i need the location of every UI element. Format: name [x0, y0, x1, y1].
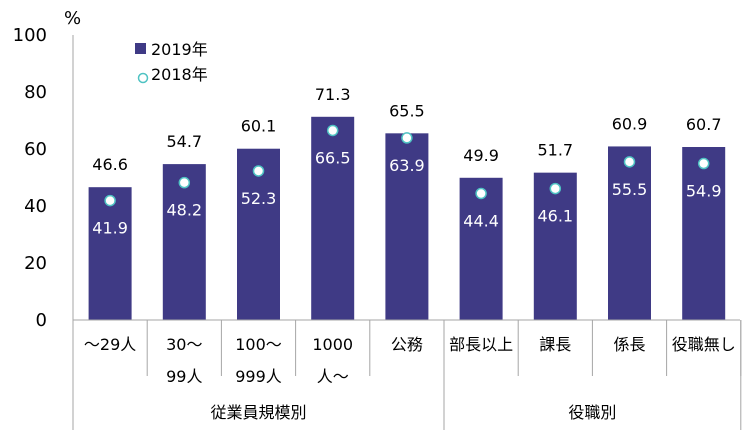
bar-2019 — [533, 172, 577, 320]
marker-2018 — [252, 165, 265, 177]
legend: 2019年 2018年 — [135, 40, 208, 84]
value-label-2019: 60.9 — [612, 114, 648, 133]
value-label-2019: 60.7 — [686, 115, 722, 134]
category-label: 人～ — [317, 367, 349, 386]
y-tick-label: 80 — [24, 82, 47, 103]
category-label: 部長以上 — [449, 335, 513, 354]
value-label-2018: 63.9 — [389, 156, 425, 175]
bar-2019 — [608, 146, 651, 320]
legend-label-2018: 2018年 — [151, 65, 208, 84]
marker-2018 — [401, 132, 413, 144]
y-tick-label: 0 — [36, 310, 47, 331]
axes — [72, 35, 742, 430]
value-labels: 46.6 54.7 60.1 71.3 65.5 49.9 51.7 60.9 60.7 41.9… — [92, 85, 721, 238]
marker-2018 — [475, 187, 487, 200]
category-label: 1000 — [312, 335, 353, 354]
y-tick-label: 100 — [13, 25, 47, 46]
value-label-2019: 51.7 — [537, 141, 573, 160]
value-label-2018: 52.3 — [241, 189, 277, 208]
bars — [88, 116, 726, 320]
value-label-2018: 54.9 — [686, 182, 722, 201]
value-label-2018: 48.2 — [166, 201, 202, 220]
legend-swatch-2019 — [135, 43, 146, 54]
category-label: ～29人 — [84, 335, 136, 354]
category-label: 係長 — [613, 335, 645, 354]
bar-2019 — [311, 116, 355, 320]
bar-2019 — [88, 187, 132, 320]
category-label: 課長 — [539, 335, 571, 354]
category-label: 100～ — [235, 335, 282, 354]
legend-label-2019: 2019年 — [151, 40, 208, 59]
category-label: 30～ — [166, 335, 202, 354]
category-label: 公務 — [391, 335, 423, 354]
y-axis-ticks: 0 20 40 60 80 100 — [13, 25, 47, 331]
category-label: 99人 — [166, 367, 202, 386]
value-label-2018: 46.1 — [537, 207, 573, 226]
marker-2018 — [623, 156, 636, 168]
value-label-2019: 46.6 — [92, 155, 128, 174]
category-label: 役職無し — [672, 335, 736, 354]
bar-2019 — [682, 147, 726, 320]
marker-2018 — [549, 182, 562, 195]
bar-2019 — [459, 177, 503, 320]
value-label-2018: 66.5 — [315, 148, 351, 167]
y-tick-label: 20 — [24, 253, 47, 274]
bar-2019 — [385, 133, 429, 320]
value-label-2019: 65.5 — [389, 101, 425, 120]
bar-2019 — [162, 164, 206, 320]
group-label: 役職別 — [568, 403, 616, 422]
y-tick-label: 40 — [24, 196, 47, 217]
category-labels: 従業員規模別 役職別 ～29人 30～ 99人 100～ 999人 1000 人～ 公務 部長以上 課… — [84, 335, 736, 422]
value-label-2018: 44.4 — [463, 211, 499, 230]
value-label-2019: 49.9 — [463, 146, 499, 165]
value-label-2019: 71.3 — [315, 85, 351, 104]
bar-2019 — [237, 148, 280, 320]
markers — [104, 124, 710, 207]
marker-2018 — [178, 176, 191, 189]
value-label-2019: 60.1 — [241, 117, 277, 136]
group-label: 従業員規模別 — [210, 403, 306, 422]
marker-2018 — [697, 157, 710, 170]
category-label: 999人 — [235, 367, 282, 386]
value-label-2018: 41.9 — [92, 219, 128, 238]
y-axis-unit: % — [64, 8, 81, 29]
marker-2018 — [104, 194, 116, 207]
marker-2018 — [326, 124, 339, 137]
value-label-2018: 55.5 — [612, 180, 648, 199]
value-label-2019: 54.7 — [166, 132, 202, 151]
legend-marker-2018 — [137, 72, 149, 84]
y-tick-label: 60 — [24, 139, 47, 160]
